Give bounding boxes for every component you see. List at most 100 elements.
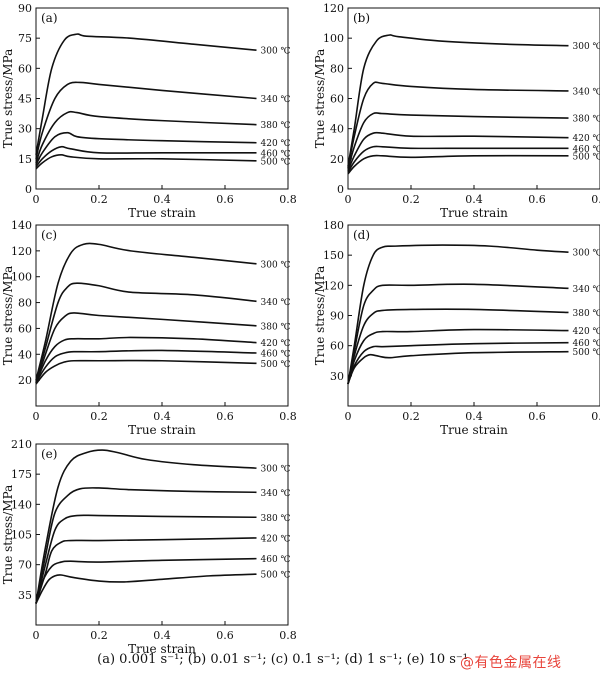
y-axis-label: True stress/MPa	[1, 266, 15, 366]
y-tick-label: 40	[18, 348, 32, 361]
series-line-2	[35, 282, 257, 382]
y-axis-label: True stress/MPa	[313, 266, 327, 366]
series-label-6: 500 ℃	[261, 571, 291, 581]
series-label-3: 380 ℃	[261, 514, 291, 524]
series-label-3: 380 ℃	[573, 309, 600, 319]
series-line-4	[347, 131, 569, 172]
x-tick-label: 0.4	[465, 410, 483, 423]
y-tick-label: 210	[11, 438, 32, 451]
series-label-3: 380 ℃	[261, 322, 291, 332]
x-tick-label: 0	[33, 410, 40, 423]
series-label-2: 340 ℃	[261, 489, 291, 499]
series-line-5	[347, 145, 569, 173]
x-tick-label: 0.8	[279, 193, 297, 206]
series-line-2	[347, 283, 569, 385]
x-tick-label: 0	[345, 410, 352, 423]
series-line-3	[35, 514, 257, 604]
series-label-4: 420 ℃	[261, 139, 291, 149]
series-line-6	[347, 350, 569, 385]
y-axis-label: True stress/MPa	[1, 485, 15, 585]
series-line-4	[35, 336, 257, 384]
x-tick-label: 0.8	[279, 410, 297, 423]
plot-frame	[35, 224, 289, 407]
series-line-4	[347, 328, 569, 385]
y-tick-label: 15	[18, 153, 32, 166]
x-tick-label: 0.6	[216, 629, 234, 642]
x-axis-label: True strain	[128, 423, 196, 437]
y-axis-label: True stress/MPa	[1, 49, 15, 149]
x-axis-label: True strain	[128, 206, 196, 220]
y-tick-label: 75	[18, 32, 32, 45]
series-line-6	[35, 359, 257, 385]
series-line-3	[35, 312, 257, 383]
series-label-4: 420 ℃	[573, 134, 600, 144]
series-label-3: 380 ℃	[261, 121, 291, 131]
x-tick-label: 0.6	[528, 193, 546, 206]
series-line-6	[35, 573, 257, 604]
series-label-1: 300 ℃	[261, 260, 291, 270]
series-line-2	[347, 81, 569, 169]
plot-frame	[35, 443, 289, 626]
series-label-6: 500 ℃	[573, 152, 600, 162]
panel-label: (c)	[41, 228, 57, 242]
x-tick-label: 0.6	[216, 193, 234, 206]
series-line-1	[35, 242, 257, 381]
series-line-3	[347, 112, 569, 170]
x-tick-label: 0.2	[402, 193, 420, 206]
series-line-6	[347, 154, 569, 175]
series-line-5	[35, 349, 257, 384]
series-label-1: 300 ℃	[573, 249, 600, 259]
y-tick-label: 100	[323, 32, 344, 45]
x-tick-label: 0.4	[153, 629, 171, 642]
x-tick-label: 0.6	[216, 410, 234, 423]
y-tick-label: 140	[11, 219, 32, 232]
x-axis-label: True strain	[440, 206, 508, 220]
series-label-2: 340 ℃	[573, 87, 600, 97]
series-line-1	[347, 244, 569, 385]
y-tick-label: 60	[18, 322, 32, 335]
series-label-4: 420 ℃	[261, 534, 291, 544]
x-axis-label: True strain	[128, 642, 196, 656]
series-line-5	[347, 341, 569, 385]
chart-panel-2: (b) 0 0.2 0.4 0.6 0.8 0 20 40 60 80 100 120 True stra…	[313, 2, 600, 220]
y-tick-label: 30	[330, 370, 344, 383]
series-line-3	[35, 110, 257, 164]
y-tick-label: 140	[11, 498, 32, 511]
series-line-6	[35, 154, 257, 170]
series-line-1	[35, 33, 257, 155]
series-label-5: 460 ℃	[573, 339, 600, 349]
y-tick-label: 20	[330, 153, 344, 166]
series-label-4: 420 ℃	[573, 327, 600, 337]
series-label-2: 340 ℃	[261, 95, 291, 105]
series-label-4: 420 ℃	[261, 339, 291, 349]
series-label-3: 380 ℃	[573, 115, 600, 125]
x-axis-label: True strain	[440, 423, 508, 437]
y-tick-label: 70	[18, 559, 32, 572]
y-tick-label: 60	[330, 340, 344, 353]
series-label-5: 460 ℃	[261, 555, 291, 565]
series-line-5	[35, 557, 257, 604]
panel-label: (d)	[353, 228, 370, 242]
series-label-5: 460 ℃	[573, 145, 600, 155]
figure-caption: (a) 0.001 s⁻¹; (b) 0.01 s⁻¹; (c) 0.1 s⁻¹…	[97, 652, 468, 667]
series-label-5: 460 ℃	[261, 149, 291, 159]
x-tick-label: 0.8	[591, 193, 600, 206]
y-tick-label: 30	[18, 123, 32, 136]
y-tick-label: 80	[330, 62, 344, 75]
series-label-6: 500 ℃	[573, 348, 600, 358]
y-tick-label: 180	[323, 219, 344, 232]
series-label-1: 300 ℃	[573, 42, 600, 52]
series-line-5	[35, 145, 257, 168]
panel-label: (e)	[41, 447, 57, 461]
y-tick-label: 90	[18, 2, 32, 15]
series-line-4	[35, 537, 257, 604]
y-tick-label: 120	[323, 2, 344, 15]
y-tick-label: 0	[25, 183, 32, 196]
y-tick-label: 20	[18, 374, 32, 387]
y-tick-label: 105	[11, 529, 32, 542]
x-tick-label: 0.2	[90, 193, 108, 206]
panel-label: (a)	[41, 11, 58, 25]
y-tick-label: 0	[337, 183, 344, 196]
x-tick-label: 0.8	[591, 410, 600, 423]
